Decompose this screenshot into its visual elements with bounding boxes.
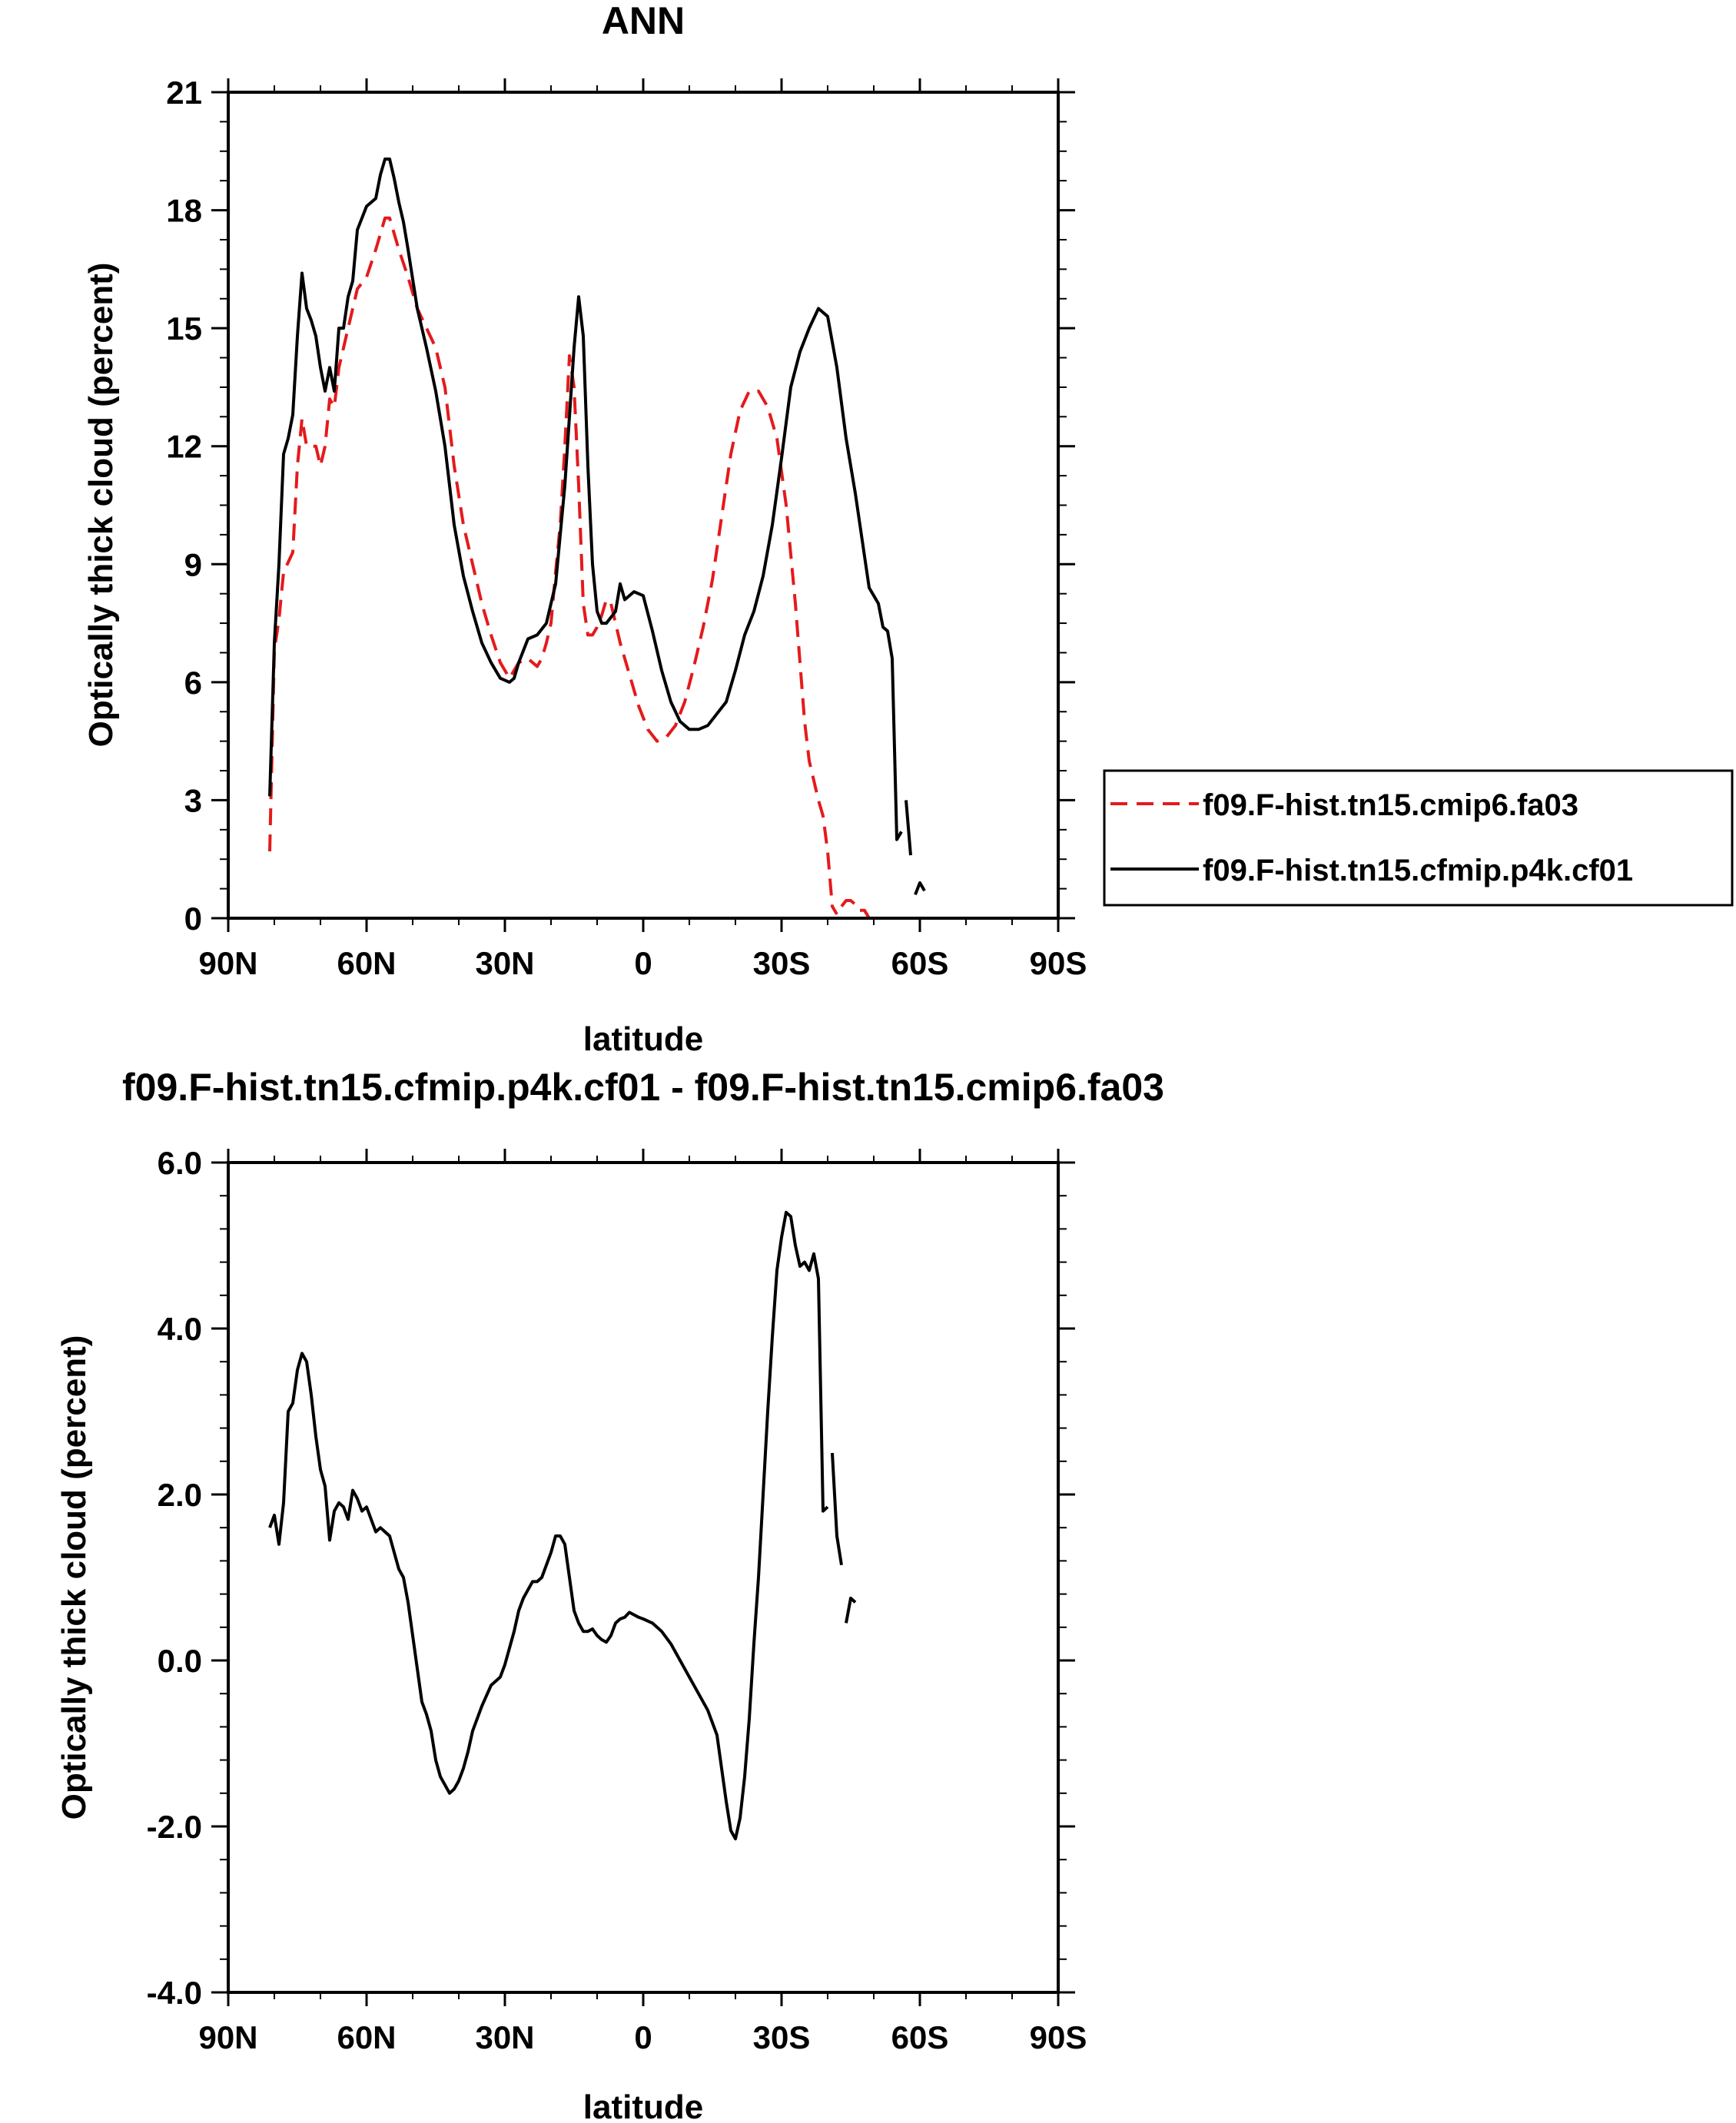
series-line-0 [845, 1597, 857, 1624]
series-line-0 [840, 899, 857, 907]
series-line-0 [860, 908, 871, 920]
series-line-1 [268, 158, 903, 841]
x-tick-label: 30N [475, 2019, 534, 2055]
bottom-panel: f09.F-hist.tn15.cfmip.p4k.cf01 - f09.F-h… [55, 1066, 1164, 2123]
bottom-panel-x-axis-label: latitude [583, 2088, 703, 2123]
legend-label-cf01: f09.F-hist.tn15.cfmip.p4k.cf01 [1203, 854, 1633, 887]
y-tick-label: -2.0 [147, 1809, 202, 1845]
top-panel-y-tick-labels: 0 3 6 9 12 15 18 21 [166, 75, 202, 937]
y-tick-label: 6 [184, 665, 202, 701]
x-tick-label: 60S [891, 2019, 949, 2055]
bottom-panel-y-tick-labels: -4.0 -2.0 0.0 2.0 4.0 6.0 [147, 1145, 202, 2011]
y-tick-label: 4.0 [158, 1311, 202, 1347]
x-tick-label: 90N [198, 2019, 257, 2055]
legend-box [1103, 769, 1734, 907]
y-tick-label: 15 [166, 310, 202, 347]
bottom-panel-frame [227, 1161, 1060, 1994]
x-tick-label: 90S [1030, 945, 1087, 981]
x-tick-label: 30S [753, 2019, 811, 2055]
y-tick-label: 18 [166, 193, 202, 229]
series-line-0 [268, 1210, 829, 1841]
y-tick-label: -4.0 [147, 1975, 202, 2011]
bottom-panel-y-axis-label: Optically thick cloud (percent) [55, 1335, 93, 1820]
top-panel-x-axis-label: latitude [583, 1020, 703, 1058]
x-tick-label: 90S [1030, 2019, 1087, 2055]
legend-label-fa03: f09.F-hist.tn15.cmip6.fa03 [1203, 788, 1578, 822]
y-tick-label: 9 [184, 546, 202, 582]
series-line-0 [831, 1452, 843, 1566]
y-tick-label: 3 [184, 782, 202, 818]
y-tick-label: 0 [184, 901, 202, 937]
x-tick-label: 90N [198, 945, 257, 981]
x-tick-label: 0 [634, 2019, 652, 2055]
x-tick-label: 0 [634, 945, 652, 981]
legend: f09.F-hist.tn15.cmip6.fa03 f09.F-hist.tn… [1103, 769, 1734, 907]
x-tick-label: 30N [475, 945, 534, 981]
bottom-panel-x-tick-labels: 90N 60N 30N 0 30S 60S 90S [198, 2019, 1087, 2055]
x-tick-label: 60N [337, 945, 396, 981]
x-tick-label: 60N [337, 2019, 396, 2055]
top-panel-title: ANN [602, 0, 685, 42]
series-line-0 [268, 216, 838, 915]
x-tick-label: 30S [753, 945, 811, 981]
y-tick-label: 6.0 [158, 1145, 202, 1181]
y-tick-label: 21 [166, 75, 202, 111]
x-tick-label: 60S [891, 945, 949, 981]
top-panel-ticks [211, 78, 1075, 932]
y-tick-label: 12 [166, 429, 202, 465]
series-line-1 [905, 800, 912, 856]
y-tick-label: 0.0 [158, 1643, 202, 1679]
series-line-1 [914, 881, 926, 896]
top-panel-y-axis-label: Optically thick cloud (percent) [82, 263, 120, 748]
top-panel-frame [227, 91, 1060, 920]
top-panel-lines [268, 158, 926, 920]
top-panel: ANN 90N 60N 30N 0 30S 60S 90S 0 3 6 9 12 15 18 21 lat… [82, 0, 1734, 1058]
y-tick-label: 2.0 [158, 1477, 202, 1513]
top-panel-x-tick-labels: 90N 60N 30N 0 30S 60S 90S [198, 945, 1087, 981]
bottom-panel-lines [268, 1210, 857, 1841]
bottom-panel-title: f09.F-hist.tn15.cfmip.p4k.cf01 - f09.F-h… [122, 1066, 1164, 1109]
